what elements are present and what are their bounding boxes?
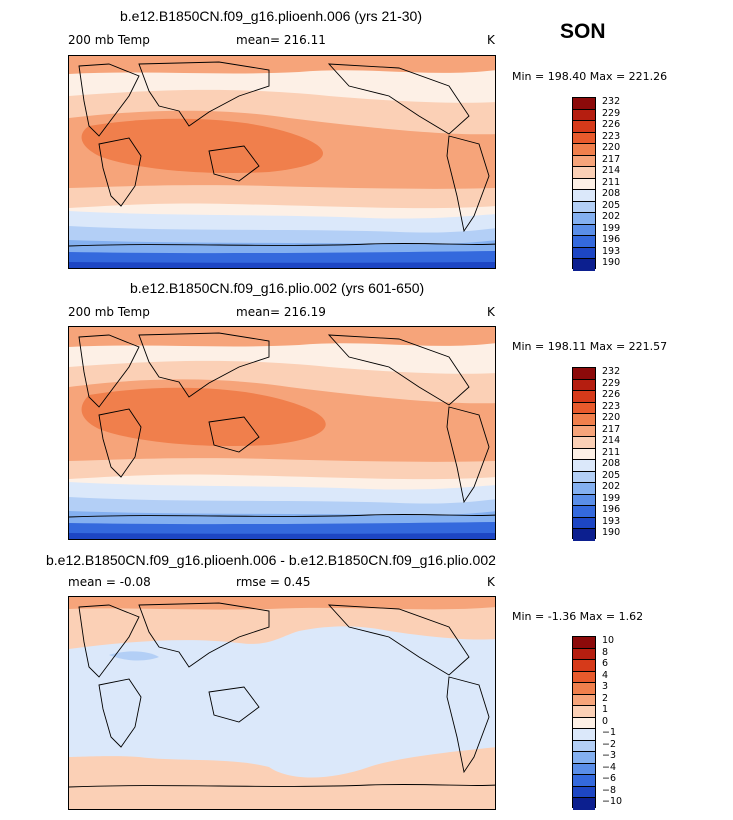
colorbar-tick-label: 220: [602, 412, 621, 423]
colorbar-tick-label: 217: [602, 423, 621, 435]
colorbar-tick-label: 0: [602, 715, 609, 727]
panel2-mean: mean= 216.19: [236, 305, 326, 319]
colorbar-tick-label: 8: [602, 646, 609, 658]
colorbar-tick-label: 223: [602, 130, 621, 142]
colorbar-tick-label: −4: [602, 761, 617, 773]
colorbar-tick-label: 193: [602, 245, 621, 257]
panel3-mean: mean = -0.08: [68, 575, 151, 589]
colorbar-tick-label: 196: [602, 234, 621, 245]
colorbar-tick-label: −2: [602, 738, 617, 750]
colorbar-tick-label: −10: [602, 796, 623, 807]
colorbar-tick-label: −3: [602, 750, 617, 761]
panel2-map: [68, 326, 496, 540]
panel3-minmax: Min = -1.36 Max = 1.62: [512, 610, 644, 623]
colorbar-tick-label: 202: [602, 481, 621, 492]
colorbar-tick-label: 220: [602, 142, 621, 153]
colorbar-tick-label: 214: [602, 165, 621, 176]
panel2-minmax: Min = 198.11 Max = 221.57: [512, 340, 668, 353]
panel3-rmse: rmse = 0.45: [236, 575, 311, 589]
colorbar-tick-label: 190: [602, 527, 621, 538]
panel3-map: [68, 596, 496, 810]
colorbar-tick-label: 217: [602, 153, 621, 165]
colorbar-tick-label: 10: [602, 635, 615, 646]
colorbar-tick-label: 3: [602, 681, 609, 692]
colorbar-tick-label: 199: [602, 222, 621, 234]
panel3-colorbar: [572, 636, 596, 810]
colorbar-tick-label: −8: [602, 784, 617, 796]
panel3-units: K: [487, 575, 495, 589]
panel2-units: K: [487, 305, 495, 319]
colorbar-tick-label: 211: [602, 176, 621, 188]
colorbar-tick-label: 226: [602, 119, 621, 130]
colorbar-tick-label: 229: [602, 107, 621, 119]
colorbar-tick-label: 229: [602, 377, 621, 389]
colorbar-tick-label: 214: [602, 435, 621, 446]
colorbar-tick-label: 205: [602, 199, 621, 211]
colorbar-tick-label: −6: [602, 773, 617, 784]
colorbar-tick-label: 208: [602, 188, 621, 199]
panel1-mean: mean= 216.11: [236, 33, 326, 47]
colorbar-tick-label: 232: [602, 96, 621, 107]
panel1-title: b.e12.B1850CN.f09_g16.plioenh.006 (yrs 2…: [120, 8, 422, 24]
colorbar-tick-label: 190: [602, 257, 621, 268]
colorbar-tick-label: 1: [602, 704, 609, 715]
panel1-map: [68, 55, 496, 269]
panel2-colorbar: [572, 367, 596, 541]
colorbar-tick-label: 199: [602, 492, 621, 504]
colorbar-tick-label: 205: [602, 469, 621, 481]
colorbar-tick-label: 232: [602, 366, 621, 377]
panel3-title: b.e12.B1850CN.f09_g16.plioenh.006 - b.e1…: [46, 552, 496, 568]
panel1-units: K: [487, 33, 495, 47]
panel1-variable: 200 mb Temp: [68, 33, 150, 47]
colorbar-tick-label: 226: [602, 389, 621, 400]
colorbar-tick-label: 208: [602, 458, 621, 469]
colorbar-tick-label: 196: [602, 504, 621, 515]
colorbar-tick-label: 2: [602, 692, 609, 704]
panel2-title: b.e12.B1850CN.f09_g16.plio.002 (yrs 601-…: [130, 280, 425, 296]
panel1-minmax: Min = 198.40 Max = 221.26: [512, 70, 668, 83]
colorbar-tick-label: 6: [602, 658, 609, 669]
colorbar-tick-label: 193: [602, 515, 621, 527]
panel1-colorbar: [572, 97, 596, 271]
colorbar-tick-label: 4: [602, 669, 609, 681]
colorbar-tick-label: 211: [602, 446, 621, 458]
panel2-variable: 200 mb Temp: [68, 305, 150, 319]
season-label: SON: [560, 20, 606, 43]
colorbar-tick-label: 223: [602, 400, 621, 412]
colorbar-tick-label: −1: [602, 727, 617, 738]
colorbar-tick-label: 202: [602, 211, 621, 222]
